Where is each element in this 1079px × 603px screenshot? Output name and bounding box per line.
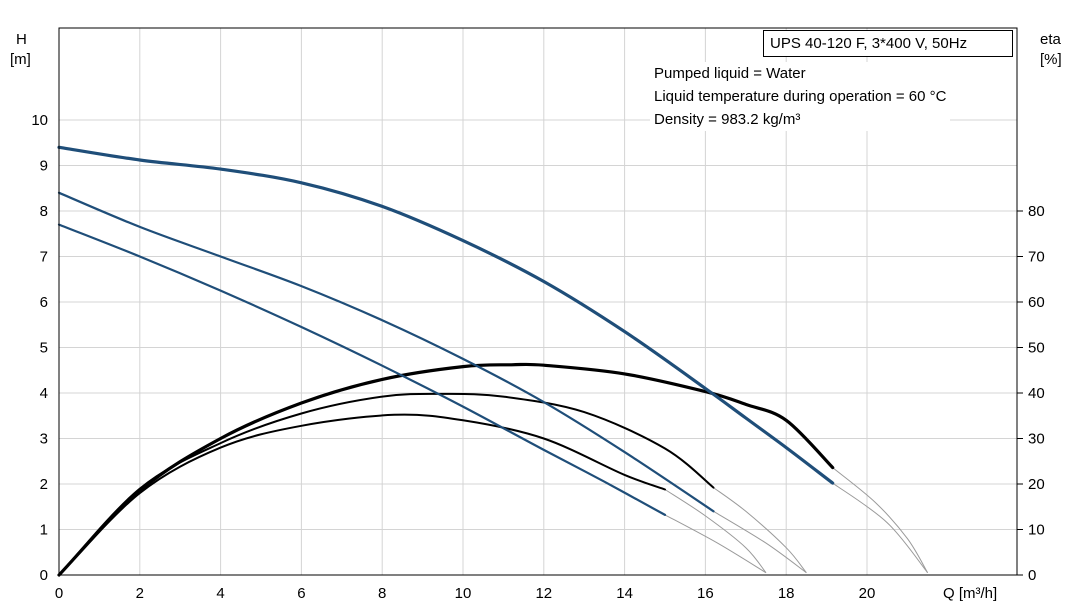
y2-tick-labels: 0 10 20 30 40 50 60 70 80 — [1017, 203, 1045, 584]
y-tick-label: 4 — [40, 385, 48, 402]
y2-tick-label: 70 — [1028, 249, 1045, 266]
x-tick-label: 0 — [55, 585, 63, 602]
eta-curve-3 — [58, 413, 666, 576]
curve-extensions — [664, 467, 929, 574]
curves — [57, 145, 835, 577]
y2-tick-label: 50 — [1028, 340, 1045, 357]
x-tick-label: 4 — [216, 585, 224, 602]
head-curve-extension-3 — [664, 514, 767, 574]
y2-tick-label: 80 — [1028, 203, 1045, 220]
chart-title: UPS 40-120 F, 3*400 V, 50Hz — [763, 30, 1013, 57]
x-tick-label: 16 — [697, 585, 714, 602]
y2-tick-label: 60 — [1028, 294, 1045, 311]
y-tick-label: 0 — [40, 567, 48, 584]
x-axis-label: Q [m³/h] — [943, 585, 997, 602]
y-tick-label: 9 — [40, 158, 48, 175]
y2-tick-label: 40 — [1028, 385, 1045, 402]
y-tick-label: 5 — [40, 340, 48, 357]
y2-tick-label: 20 — [1028, 476, 1045, 493]
y2-tick-label: 0 — [1028, 567, 1036, 584]
x-tick-labels: 0 2 4 6 8 10 12 14 16 18 20 — [55, 585, 876, 602]
head-curve-extension-2 — [713, 510, 807, 574]
eta-curve-1 — [57, 362, 835, 577]
y-axis-label-line1: H — [16, 31, 27, 48]
x-tick-label: 14 — [616, 585, 633, 602]
y-tick-label: 3 — [40, 431, 48, 448]
x-tick-label: 8 — [378, 585, 386, 602]
x-tick-label: 18 — [778, 585, 795, 602]
grid — [59, 28, 1017, 575]
y-tick-label: 7 — [40, 249, 48, 266]
y2-tick-label: 30 — [1028, 431, 1045, 448]
y-tick-label: 1 — [40, 522, 48, 539]
y-tick-label: 2 — [40, 476, 48, 493]
annotation-box: Pumped liquid = Water Liquid temperature… — [650, 62, 951, 131]
head-curve-2 — [57, 191, 715, 513]
x-tick-label: 20 — [859, 585, 876, 602]
y2-axis-label-line1: eta — [1040, 31, 1062, 48]
y2-axis-label-line2: [%] — [1040, 51, 1062, 68]
y-tick-label: 10 — [31, 112, 48, 129]
x-tick-label: 2 — [136, 585, 144, 602]
head-curve-1 — [57, 145, 835, 485]
y-tick-labels: 0 1 2 3 4 5 6 7 8 9 10 — [31, 112, 48, 584]
eta-curve-extension-3 — [664, 489, 767, 574]
eta-curve-2 — [58, 392, 715, 576]
x-tick-label: 6 — [297, 585, 305, 602]
head-curve-extension-1 — [832, 482, 928, 574]
x-tick-label: 10 — [455, 585, 472, 602]
y-tick-label: 6 — [40, 294, 48, 311]
annotation-pumped-liquid: Pumped liquid = Water — [654, 65, 806, 82]
eta-curve-extension-1 — [832, 467, 929, 573]
eta-curve-extension-2 — [713, 487, 807, 574]
y-tick-label: 8 — [40, 203, 48, 220]
x-tick-label: 12 — [535, 585, 552, 602]
annotation-density: Density = 983.2 kg/m³ — [654, 111, 801, 128]
annotation-liquid-temperature: Liquid temperature during operation = 60… — [654, 88, 947, 105]
head-curve-3 — [57, 223, 667, 516]
y-axis-label-line2: [m] — [10, 51, 31, 68]
y2-tick-label: 10 — [1028, 522, 1045, 539]
